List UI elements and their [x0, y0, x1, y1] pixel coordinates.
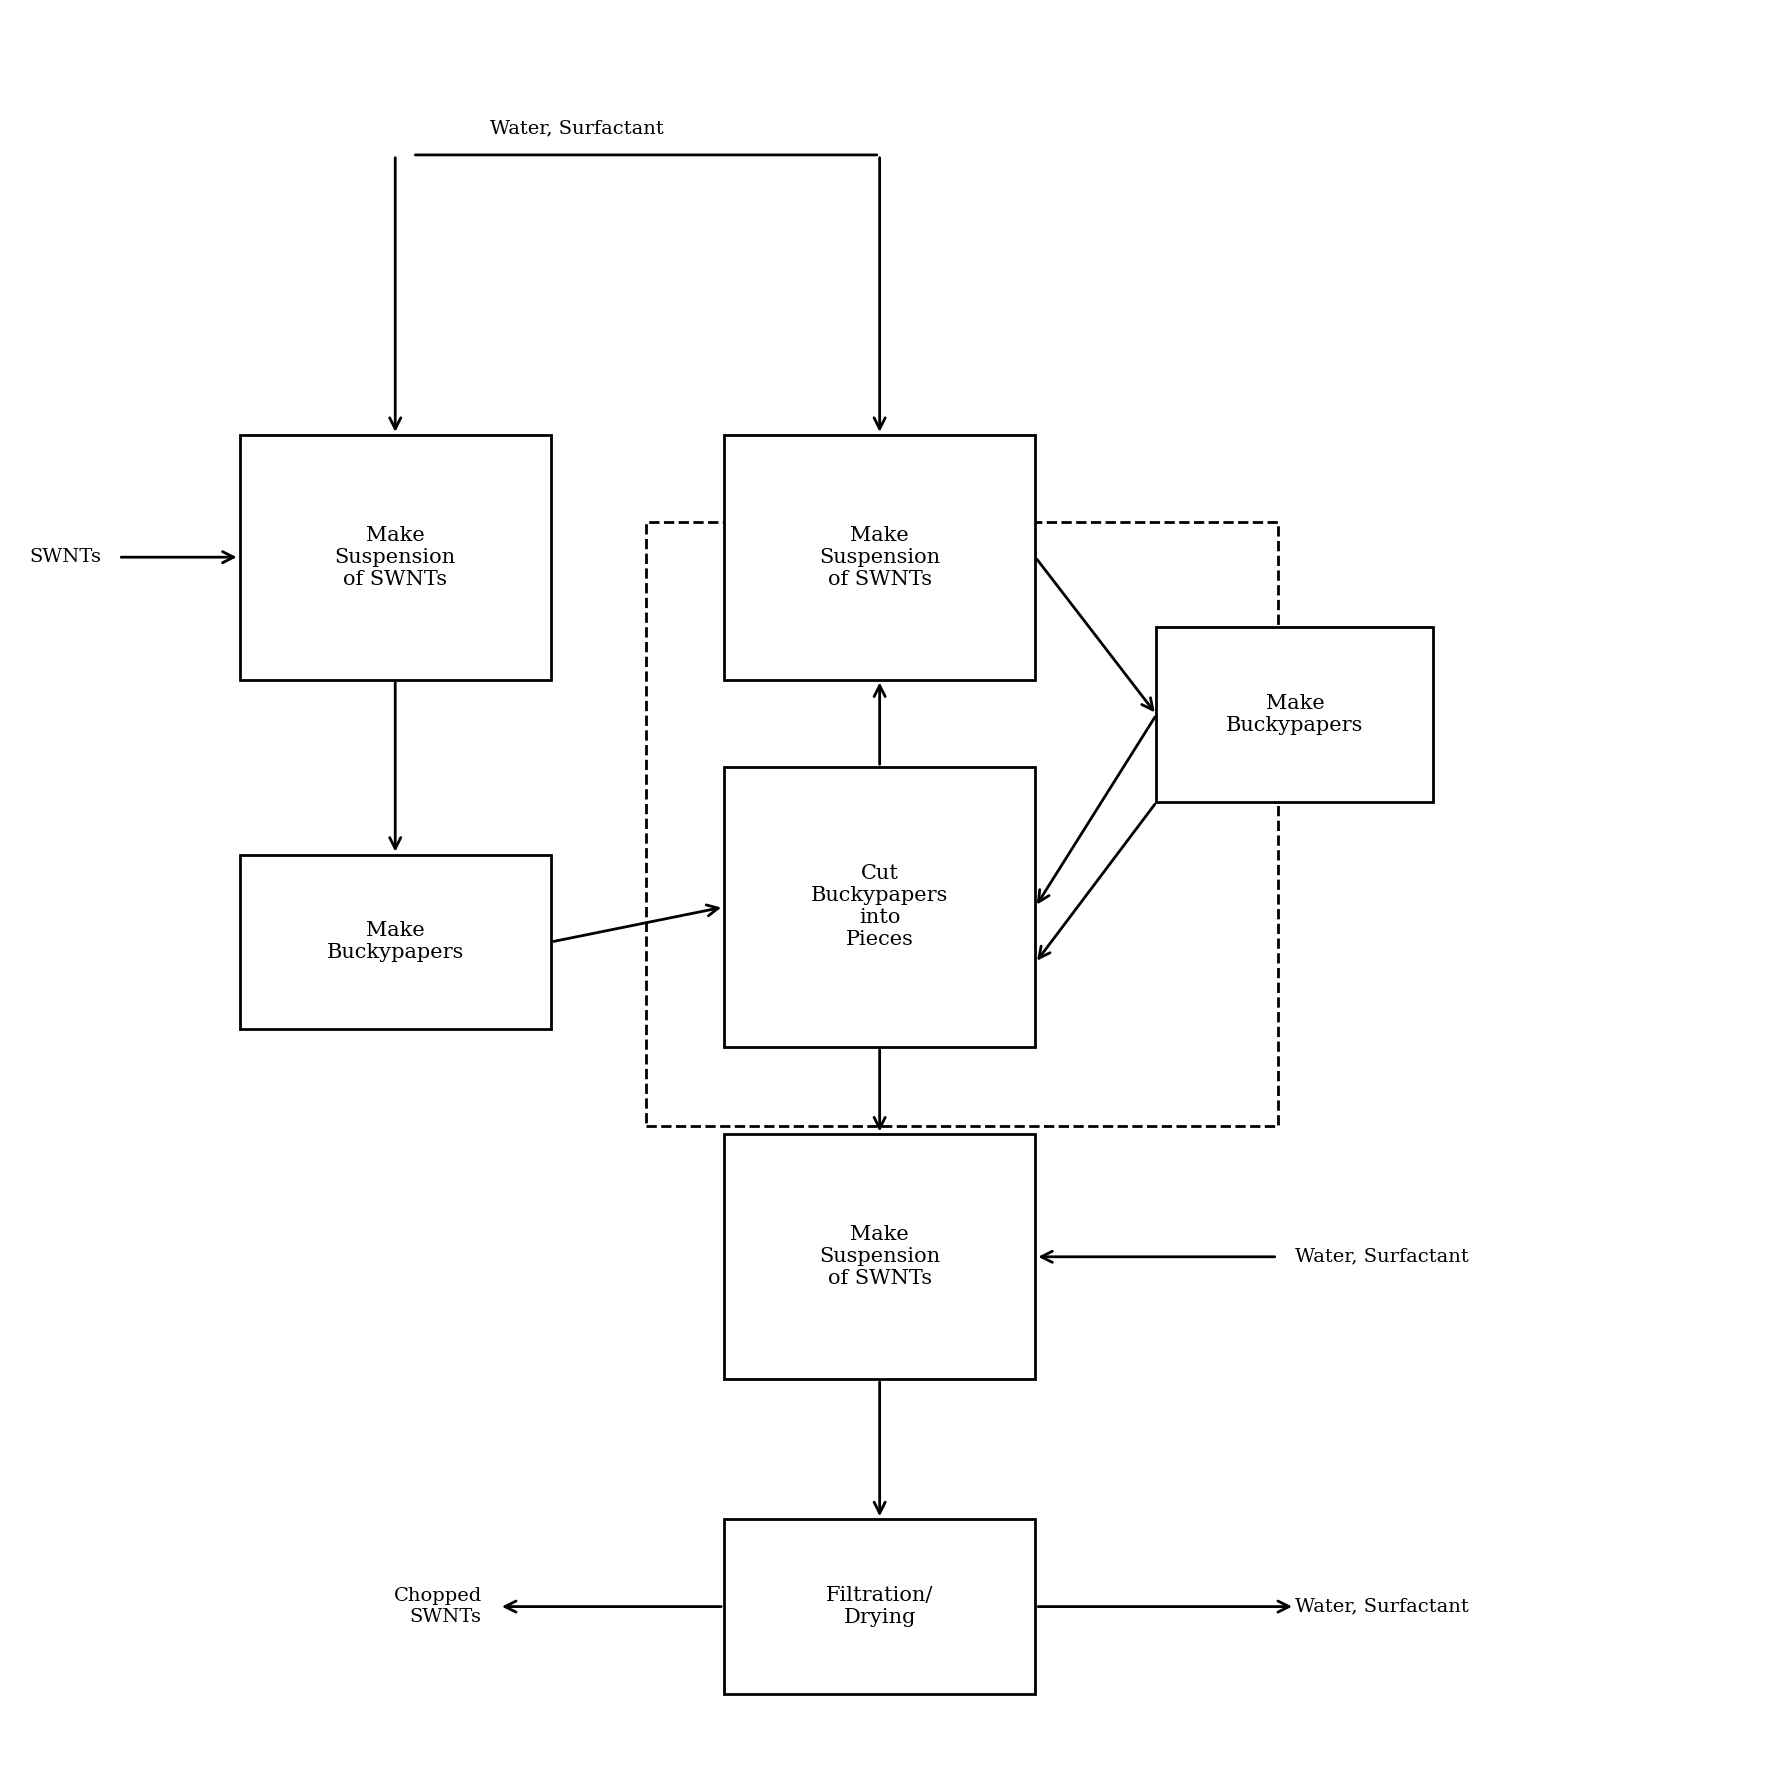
Text: Make
Suspension
of SWNTs: Make Suspension of SWNTs: [819, 1226, 940, 1288]
FancyBboxPatch shape: [1157, 628, 1434, 802]
Text: Make
Suspension
of SWNTs: Make Suspension of SWNTs: [334, 525, 455, 589]
FancyBboxPatch shape: [723, 434, 1036, 680]
Text: Water, Surfactant: Water, Surfactant: [1295, 1598, 1468, 1615]
Text: Make
Suspension
of SWNTs: Make Suspension of SWNTs: [819, 525, 940, 589]
Text: Make
Buckypapers: Make Buckypapers: [1226, 694, 1363, 735]
Text: SWNTs: SWNTs: [28, 548, 101, 566]
Text: Water, Surfactant: Water, Surfactant: [490, 119, 665, 137]
Text: Water, Surfactant: Water, Surfactant: [1295, 1247, 1468, 1267]
FancyBboxPatch shape: [723, 767, 1036, 1046]
FancyBboxPatch shape: [240, 434, 551, 680]
FancyBboxPatch shape: [723, 1135, 1036, 1379]
Text: Cut
Buckypapers
into
Pieces: Cut Buckypapers into Pieces: [810, 865, 949, 950]
FancyBboxPatch shape: [723, 1519, 1036, 1694]
Text: Make
Buckypapers: Make Buckypapers: [327, 922, 464, 962]
Text: Chopped
SWNTs: Chopped SWNTs: [393, 1587, 482, 1626]
FancyBboxPatch shape: [240, 854, 551, 1030]
Text: Filtration/
Drying: Filtration/ Drying: [826, 1587, 933, 1628]
